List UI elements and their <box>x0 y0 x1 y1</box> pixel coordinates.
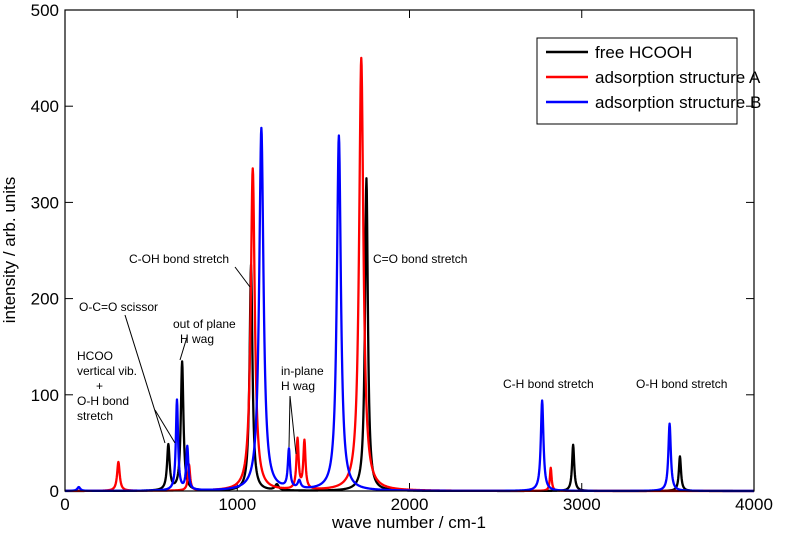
x-tick-label: 1000 <box>218 495 256 514</box>
legend-label-b: adsorption structure B <box>595 93 761 112</box>
annotation-hcoo: HCOO vertical vib. + O-H bond stretch <box>77 349 137 423</box>
y-tick-label: 500 <box>31 1 59 20</box>
x-axis-title: wave number / cm-1 <box>331 513 486 532</box>
series-line-0 <box>64 177 755 493</box>
y-tick-label: 100 <box>31 386 59 405</box>
peak-annotations: C-OH bond stretch C=O bond stretch O-C=O… <box>77 252 727 455</box>
x-tick-label: 4000 <box>735 495 773 514</box>
x-tick-label: 2000 <box>391 495 429 514</box>
series-line-2 <box>64 126 755 493</box>
x-tick-label: 3000 <box>563 495 601 514</box>
annotation-c-h: C-H bond stretch <box>503 377 594 391</box>
y-axis-ticks: 0 100 200 300 400 500 <box>31 1 754 501</box>
y-tick-label: 200 <box>31 290 59 309</box>
y-tick-label: 300 <box>31 193 59 212</box>
annotation-oco-scissor: O-C=O scissor <box>79 300 158 314</box>
annotation-c-oh: C-OH bond stretch <box>129 252 229 266</box>
annotation-in-plane: in-plane H wag <box>281 364 324 393</box>
annotation-o-h: O-H bond stretch <box>636 377 727 391</box>
legend-label-free: free HCOOH <box>595 43 692 62</box>
annotation-c-o: C=O bond stretch <box>373 252 467 266</box>
x-tick-label: 0 <box>60 495 69 514</box>
legend-label-a: adsorption structure A <box>595 68 761 87</box>
y-axis-title: intensity / arb. units <box>0 177 19 323</box>
x-axis-ticks: 0 1000 2000 3000 4000 <box>60 10 773 514</box>
y-tick-label: 0 <box>50 482 59 501</box>
annotation-out-of-plane: out of plane H wag <box>173 317 236 346</box>
y-tick-label: 400 <box>31 97 59 116</box>
legend: free HCOOH adsorption structure A adsorp… <box>536 37 761 125</box>
plot-frame <box>64 9 755 492</box>
